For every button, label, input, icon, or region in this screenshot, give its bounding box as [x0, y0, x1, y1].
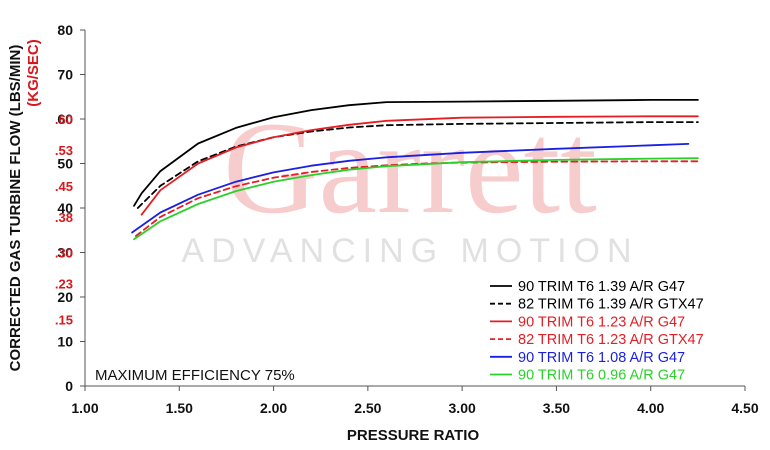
max-efficiency-annotation: MAXIMUM EFFICIENCY 75%: [95, 367, 295, 384]
legend-entry: 90 TRIM T6 0.96 A/R G47: [518, 368, 685, 384]
y-axis-ticks: 0 10 20 30 40 50 60 70 80: [57, 22, 85, 394]
y-tick-label: 30: [57, 245, 73, 261]
y-tick-label: 10: [57, 334, 73, 350]
y2-tick-label: .60: [55, 112, 73, 127]
x-tick-label: 1.50: [166, 400, 193, 416]
y-axis-secondary-ticks: .15 .23 .30 .38 .45 .53 .60: [55, 112, 73, 327]
y-tick-label: 80: [57, 22, 73, 38]
y-axis-title: CORRECTED GAS TURBINE FLOW (LBS/MIN): [7, 45, 24, 372]
watermark: Garrett ADVANCING MOTION: [181, 94, 638, 270]
y-tick-label: 50: [57, 156, 73, 172]
y2-tick-label: .30: [55, 246, 73, 261]
y-axis-secondary-title: (KG/SEC): [25, 39, 42, 107]
y2-tick-label: .23: [55, 277, 73, 292]
y2-tick-label: .38: [55, 210, 73, 225]
y-tick-label: 70: [57, 67, 73, 83]
y2-tick-label: .15: [55, 312, 73, 327]
y-tick-label: 20: [57, 289, 73, 305]
x-tick-label: 3.50: [543, 400, 570, 416]
x-tick-label: 4.50: [731, 400, 758, 416]
series-line-4: [134, 160, 699, 237]
legend-entry: 82 TRIM T6 1.39 A/R GTX47: [518, 297, 704, 313]
x-axis-ticks: 1.00 1.50 2.00 2.50 3.00 3.50 4.00 4.50: [71, 386, 759, 416]
y2-tick-label: .45: [55, 179, 73, 194]
series-line-2: [136, 121, 699, 209]
x-tick-label: 2.50: [354, 400, 381, 416]
legend-entry: 90 TRIM T6 1.23 A/R G47: [518, 314, 685, 330]
legend-entry: 90 TRIM T6 1.39 A/R G47: [518, 279, 685, 295]
series-line-6: [133, 157, 699, 241]
x-tick-label: 1.00: [71, 400, 98, 416]
x-axis-title: PRESSURE RATIO: [347, 427, 480, 444]
legend-entry: 90 TRIM T6 1.08 A/R G47: [518, 350, 685, 366]
watermark-brand-text: Garrett: [223, 94, 597, 241]
legend: 90 TRIM T6 1.39 A/R G47 82 TRIM T6 1.39 A…: [490, 279, 704, 384]
x-tick-label: 2.00: [260, 400, 287, 416]
y-tick-label: 60: [57, 111, 73, 127]
y-tick-label: 40: [57, 200, 73, 216]
y2-tick-label: .53: [55, 143, 73, 158]
legend-entry: 82 TRIM T6 1.23 A/R GTX47: [518, 332, 704, 348]
series-line-5: [131, 142, 690, 234]
watermark-tagline-text: ADVANCING MOTION: [181, 232, 638, 270]
series-line-3: [140, 115, 699, 216]
series-line-1: [133, 99, 699, 207]
series-lines: [131, 99, 699, 241]
x-tick-label: 3.00: [449, 400, 476, 416]
y-tick-label: 0: [65, 378, 73, 394]
x-tick-label: 4.00: [637, 400, 664, 416]
